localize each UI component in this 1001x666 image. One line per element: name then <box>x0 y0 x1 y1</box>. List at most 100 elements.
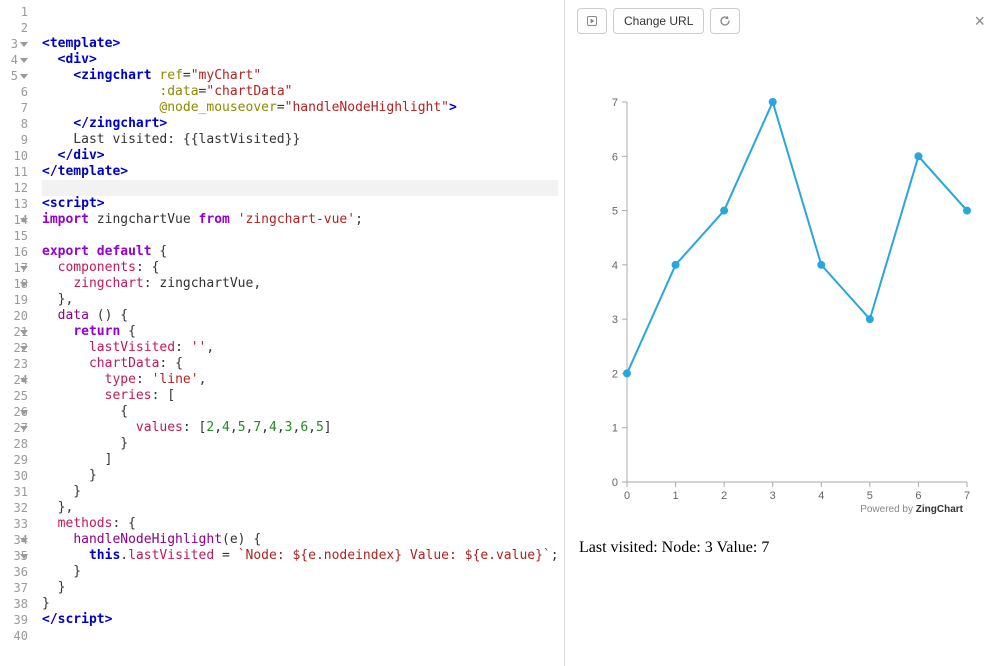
line-number: 26 <box>4 404 28 420</box>
svg-text:3: 3 <box>612 314 618 326</box>
line-number: 9 <box>4 132 28 148</box>
line-number: 37 <box>4 580 28 596</box>
close-icon: × <box>974 11 985 31</box>
line-number: 13 <box>4 196 28 212</box>
code-line[interactable]: { <box>42 404 558 420</box>
code-line[interactable]: chartData: { <box>42 356 558 372</box>
reload-icon <box>719 15 731 27</box>
code-line[interactable]: }, <box>42 500 558 516</box>
code-content[interactable]: <template> <div> <zingchart ref="myChart… <box>36 0 564 666</box>
line-number: 32 <box>4 500 28 516</box>
code-line[interactable]: } <box>42 468 558 484</box>
line-chart[interactable]: 0123456701234567 <box>587 92 977 502</box>
code-line[interactable]: type: 'line', <box>42 372 558 388</box>
code-line[interactable]: </script> <box>42 612 558 628</box>
line-number-gutter: 1234567891011121314151617181920212223242… <box>0 0 36 666</box>
line-number: 33 <box>4 516 28 532</box>
svg-text:7: 7 <box>964 490 970 502</box>
line-number: 19 <box>4 292 28 308</box>
svg-text:5: 5 <box>612 206 618 218</box>
line-number: 31 <box>4 484 28 500</box>
line-number: 15 <box>4 228 28 244</box>
line-number: 14 <box>4 212 28 228</box>
code-line[interactable]: <template> <box>42 36 558 52</box>
code-line[interactable]: zingchart: zingchartVue, <box>42 276 558 292</box>
code-line[interactable] <box>42 628 558 644</box>
code-line[interactable]: data () { <box>42 308 558 324</box>
svg-text:5: 5 <box>867 490 873 502</box>
code-line[interactable]: <div> <box>42 52 558 68</box>
line-number: 22 <box>4 340 28 356</box>
svg-text:2: 2 <box>612 368 618 380</box>
line-number: 25 <box>4 388 28 404</box>
code-editor-panel: 1234567891011121314151617181920212223242… <box>0 0 565 666</box>
code-line[interactable]: </zingchart> <box>42 116 558 132</box>
line-number: 12 <box>4 180 28 196</box>
code-line[interactable] <box>42 4 558 20</box>
chart-credit: Powered by ZingChart <box>587 504 979 515</box>
line-number: 5 <box>4 68 28 84</box>
code-line[interactable]: }, <box>42 292 558 308</box>
code-line[interactable]: </template> <box>42 164 558 180</box>
line-number: 11 <box>4 164 28 180</box>
code-line[interactable]: </div> <box>42 148 558 164</box>
code-line[interactable]: handleNodeHighlight(e) { <box>42 532 558 548</box>
code-line[interactable]: methods: { <box>42 516 558 532</box>
line-number: 40 <box>4 628 28 644</box>
line-number: 2 <box>4 20 28 36</box>
code-area[interactable]: 1234567891011121314151617181920212223242… <box>0 0 564 666</box>
play-icon <box>587 16 597 26</box>
code-line[interactable]: } <box>42 596 558 612</box>
code-line[interactable]: <script> <box>42 196 558 212</box>
svg-text:4: 4 <box>612 260 618 272</box>
svg-text:0: 0 <box>624 490 630 502</box>
svg-text:1: 1 <box>673 490 679 502</box>
code-line[interactable]: this.lastVisited = `Node: ${e.nodeindex}… <box>42 548 558 564</box>
line-number: 6 <box>4 84 28 100</box>
code-line[interactable]: } <box>42 564 558 580</box>
svg-text:7: 7 <box>612 97 618 109</box>
run-button[interactable] <box>577 8 607 34</box>
code-line[interactable]: import zingchartVue from 'zingchart-vue'… <box>42 212 558 228</box>
line-number: 3 <box>4 36 28 52</box>
line-number: 38 <box>4 596 28 612</box>
code-line[interactable] <box>42 228 558 244</box>
change-url-label: Change URL <box>624 14 693 28</box>
code-line[interactable]: values: [2,4,5,7,4,3,6,5] <box>42 420 558 436</box>
code-line[interactable]: components: { <box>42 260 558 276</box>
reload-button[interactable] <box>710 8 740 34</box>
code-line[interactable]: :data="chartData" <box>42 84 558 100</box>
line-number: 23 <box>4 356 28 372</box>
code-line[interactable] <box>42 20 558 36</box>
code-line[interactable]: @node_mouseover="handleNodeHighlight"> <box>42 100 558 116</box>
line-number: 17 <box>4 260 28 276</box>
line-number: 21 <box>4 324 28 340</box>
code-line[interactable]: series: [ <box>42 388 558 404</box>
line-number: 7 <box>4 100 28 116</box>
code-line[interactable]: Last visited: {{lastVisited}} <box>42 132 558 148</box>
svg-text:3: 3 <box>770 490 776 502</box>
code-line[interactable]: } <box>42 580 558 596</box>
code-line[interactable]: <zingchart ref="myChart" <box>42 68 558 84</box>
svg-text:1: 1 <box>612 423 618 435</box>
line-number: 34 <box>4 532 28 548</box>
line-number: 36 <box>4 564 28 580</box>
change-url-button[interactable]: Change URL <box>613 8 704 34</box>
line-number: 39 <box>4 612 28 628</box>
code-line[interactable] <box>42 180 558 196</box>
code-line[interactable]: } <box>42 436 558 452</box>
code-line[interactable]: export default { <box>42 244 558 260</box>
line-number: 18 <box>4 276 28 292</box>
code-line[interactable]: } <box>42 484 558 500</box>
code-line[interactable]: lastVisited: '', <box>42 340 558 356</box>
svg-text:6: 6 <box>915 490 921 502</box>
line-number: 30 <box>4 468 28 484</box>
line-number: 28 <box>4 436 28 452</box>
close-button[interactable]: × <box>970 11 989 32</box>
code-line[interactable]: ] <box>42 452 558 468</box>
line-number: 20 <box>4 308 28 324</box>
line-number: 4 <box>4 52 28 68</box>
svg-text:2: 2 <box>721 490 727 502</box>
code-line[interactable]: return { <box>42 324 558 340</box>
line-number: 1 <box>4 4 28 20</box>
